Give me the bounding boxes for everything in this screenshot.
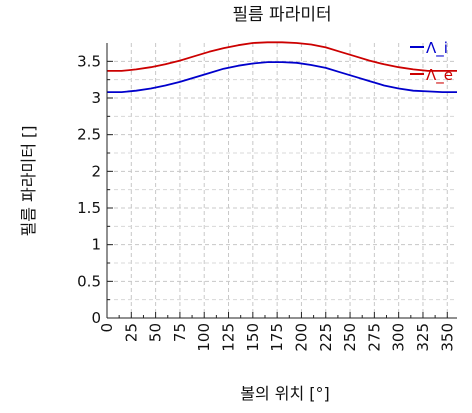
y-tick-label: 3.5 — [77, 52, 101, 70]
y-tick-label: 2 — [91, 162, 101, 180]
x-tick-label: 200 — [292, 323, 310, 352]
legend-label: Λ_i — [426, 39, 448, 58]
x-tick-label: 75 — [171, 323, 189, 342]
x-tick-label: 100 — [195, 323, 213, 352]
grid-lines — [106, 43, 457, 319]
x-tick-label: 250 — [341, 323, 359, 352]
x-tick-label: 25 — [122, 323, 140, 342]
series-line-2 — [107, 41, 457, 72]
x-tick-label: 0 — [98, 323, 116, 333]
x-tick-label: 225 — [317, 323, 335, 352]
series-line-1 — [107, 61, 457, 93]
x-tick-label: 300 — [390, 323, 408, 352]
series-lines — [107, 41, 457, 93]
x-tick-label: 125 — [220, 323, 238, 352]
y-tick-label: 3 — [91, 89, 101, 107]
x-tick-label: 350 — [438, 323, 456, 352]
x-tick-label: 175 — [268, 323, 286, 352]
y-tick-labels: 0 0.5 1 1.5 2 2.5 3 3.5 — [77, 52, 101, 327]
chart-title: 필름 파라미터 — [232, 5, 331, 25]
x-tick-label: 275 — [365, 323, 383, 352]
legend: Λ_i Λ_e — [410, 39, 453, 85]
y-axis-label: 필름 파라미터 [] — [19, 126, 38, 237]
y-tick-label: 1.5 — [77, 199, 101, 217]
x-axis-label: 볼의 위치 [°] — [240, 384, 330, 403]
x-tick-labels: 0 25 50 75 100 125 150 175 200 225 250 275 300 325 350 — [98, 323, 456, 352]
x-tick-label: 325 — [414, 323, 432, 352]
x-tick-label: 150 — [244, 323, 262, 352]
y-tick-label: 1 — [91, 236, 101, 254]
x-tick-label: 50 — [147, 323, 165, 342]
legend-label: Λ_e — [426, 66, 453, 85]
y-tick-label: 0 — [91, 309, 101, 327]
axes — [106, 43, 457, 319]
y-tick-label: 0.5 — [77, 272, 101, 290]
y-tick-label: 2.5 — [77, 126, 101, 144]
